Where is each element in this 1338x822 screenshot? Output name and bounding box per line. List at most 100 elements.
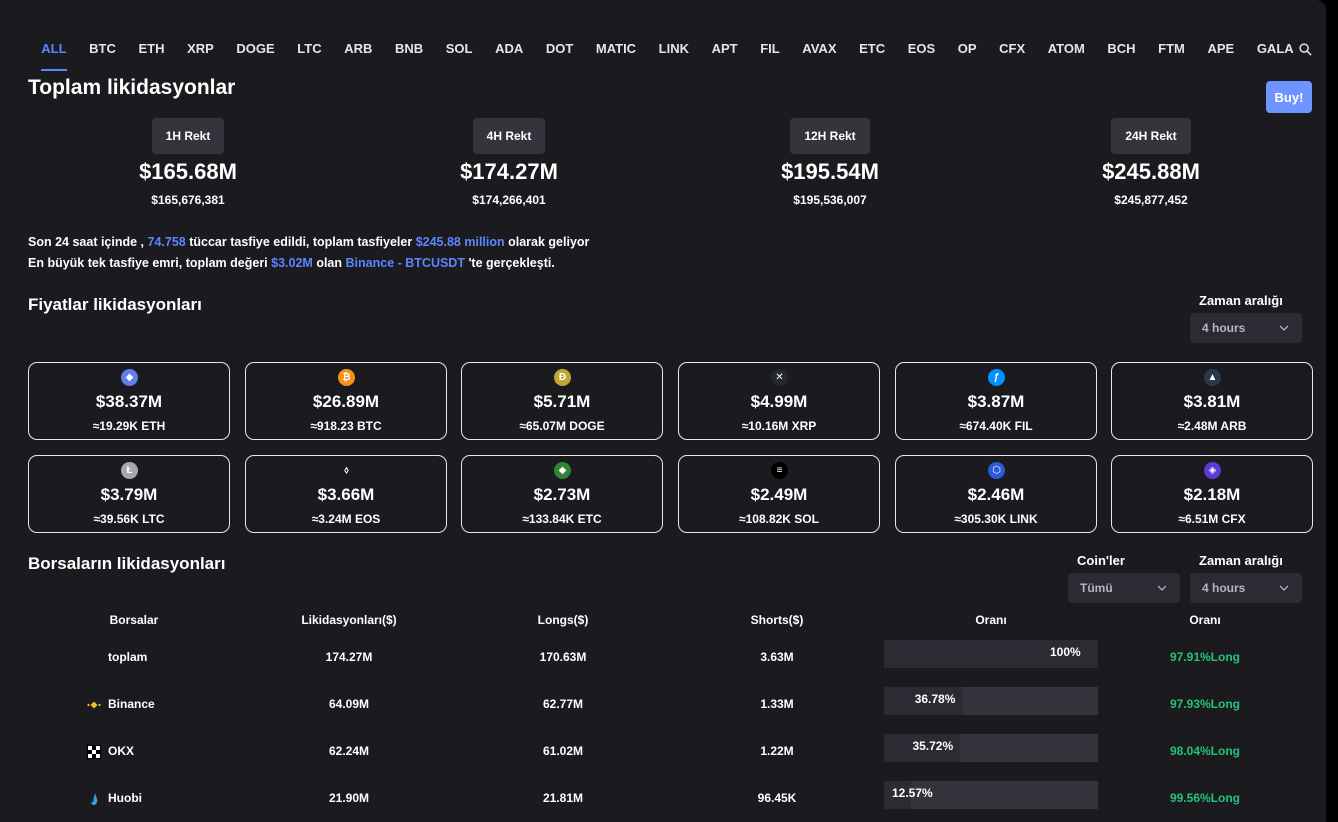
coin-liquidation-value: $26.89M — [312, 392, 380, 411]
share-bar: 36.78% — [884, 687, 1098, 715]
rekt-badge[interactable]: 24H Rekt — [1111, 118, 1191, 154]
tab-etc[interactable]: ETC — [859, 41, 886, 56]
eos-icon: ⬨ — [338, 462, 355, 479]
time-range-label: Zaman aralığı — [1199, 553, 1283, 568]
rekt-24h: 24H Rekt $245.88M $245,877,452 — [1071, 118, 1231, 207]
tab-atom[interactable]: ATOM — [1047, 41, 1085, 56]
coin-liquidation-amount: ≈65.07M DOGE — [519, 419, 605, 433]
tab-eth[interactable]: ETH — [138, 41, 165, 56]
tab-link[interactable]: LINK — [658, 41, 690, 56]
summary-text: olarak geliyor — [508, 235, 590, 249]
coin-card[interactable]: ◆ $2.73M ≈133.84K ETC — [461, 455, 663, 533]
time-range-value: 4 hours — [1202, 581, 1246, 595]
rekt-badge[interactable]: 4H Rekt — [472, 118, 546, 154]
tab-fil[interactable]: FIL — [760, 41, 780, 56]
rekt-badge[interactable]: 12H Rekt — [790, 118, 870, 154]
coins-select[interactable]: Tümü — [1068, 573, 1180, 603]
coin-card[interactable]: Ł $3.79M ≈39.56K LTC — [28, 455, 230, 533]
exchange-name[interactable]: Huobi — [108, 791, 142, 805]
time-range-select[interactable]: 4 hours — [1190, 313, 1302, 343]
long-ratio: 99.56%Long — [1169, 791, 1241, 805]
coin-liquidation-value: $3.79M — [100, 485, 158, 504]
okx-icon — [87, 745, 101, 759]
exchange-name[interactable]: Binance — [108, 697, 155, 711]
tab-apt[interactable]: APT — [711, 41, 738, 56]
exchange-section-title: Borsaların likidasyonları — [28, 554, 226, 573]
coin-card[interactable]: ◈ $2.18M ≈6.51M CFX — [1111, 455, 1313, 533]
xrp-icon: ✕ — [771, 369, 788, 386]
rekt-value: $174.27M — [460, 159, 558, 184]
share-bar-fill — [884, 734, 961, 762]
coin-liquidation-value: $4.99M — [750, 392, 808, 411]
longs-value: 61.02M — [542, 744, 584, 758]
coin-card[interactable]: ⬨ $3.66M ≈3.24M EOS — [245, 455, 447, 533]
coin-card[interactable]: Ð $5.71M ≈65.07M DOGE — [461, 362, 663, 440]
share-percent: 35.72% — [912, 739, 954, 753]
coin-liquidation-value: $2.18M — [1183, 485, 1241, 504]
exchange-name[interactable]: toplam — [108, 650, 148, 664]
largest-order-market[interactable]: Binance - BTCUSDT — [345, 256, 465, 270]
tab-cfx[interactable]: CFX — [999, 41, 1026, 56]
coin-card[interactable]: ✕ $4.99M ≈10.16M XRP — [678, 362, 880, 440]
tab-dot[interactable]: DOT — [545, 41, 574, 56]
tab-doge[interactable]: DOGE — [236, 41, 275, 56]
tab-all[interactable]: ALL — [30, 40, 78, 72]
tab-xrp[interactable]: XRP — [187, 41, 214, 56]
column-header: Borsalar — [109, 613, 159, 627]
tab-gala[interactable]: GALA — [1256, 41, 1294, 56]
long-ratio: 97.93%Long — [1169, 697, 1241, 711]
rekt-12h: 12H Rekt $195.54M $195,536,007 — [750, 118, 910, 207]
tab-bnb[interactable]: BNB — [394, 41, 424, 56]
coin-tabs: ALL BTC ETH XRP DOGE LTC ARB BNB SOL ADA DOT MATIC L… — [30, 40, 1305, 72]
rekt-badge[interactable]: 1H Rekt — [151, 118, 225, 154]
tab-avax[interactable]: AVAX — [802, 41, 837, 56]
tab-op[interactable]: OP — [957, 41, 977, 56]
shorts-value: 3.63M — [760, 650, 794, 664]
liquidation-summary: Son 24 saat içinde , 74.758 tüccar tasfi… — [28, 232, 589, 274]
trader-count: 74.758 — [147, 235, 186, 249]
rekt-exact: $174,266,401 — [472, 193, 546, 207]
coin-liquidation-value: $2.46M — [967, 485, 1025, 504]
buy-button[interactable]: Buy! — [1266, 81, 1312, 113]
column-header: Oranı — [975, 613, 1007, 627]
share-percent: 12.57% — [892, 786, 933, 800]
rekt-exact: $195,536,007 — [793, 193, 867, 207]
tab-matic[interactable]: MATIC — [595, 41, 637, 56]
largest-order-value: $3.02M — [271, 256, 313, 270]
coin-card[interactable]: ƒ $3.87M ≈674.40K FIL — [895, 362, 1097, 440]
coin-liquidation-value: $2.49M — [750, 485, 808, 504]
summary-line-2: En büyük tek tasfiye emri, toplam değeri… — [28, 253, 589, 274]
search-icon[interactable] — [1299, 43, 1312, 56]
tab-ftm[interactable]: FTM — [1158, 41, 1185, 56]
coin-card[interactable]: ₿ $26.89M ≈918.23 BTC — [245, 362, 447, 440]
tab-ltc[interactable]: LTC — [297, 41, 322, 56]
rekt-4h: 4H Rekt $174.27M $174,266,401 — [429, 118, 589, 207]
exchange-name[interactable]: OKX — [108, 744, 135, 758]
tab-ada[interactable]: ADA — [495, 41, 524, 56]
share-bar-fill — [884, 640, 1098, 668]
tab-sol[interactable]: SOL — [445, 41, 473, 56]
tab-eos[interactable]: EOS — [907, 41, 936, 56]
coin-liquidation-amount: ≈10.16M XRP — [741, 419, 817, 433]
coin-liquidation-amount: ≈6.51M CFX — [1178, 512, 1246, 526]
liquidation-value: 64.09M — [328, 697, 370, 711]
coin-card[interactable]: ▲ $3.81M ≈2.48M ARB — [1111, 362, 1313, 440]
coin-card[interactable]: ◆ $38.37M ≈19.29K ETH — [28, 362, 230, 440]
fil-icon: ƒ — [988, 369, 1005, 386]
cfx-icon: ◈ — [1204, 462, 1221, 479]
summary-text: 'te gerçekleşti. — [468, 256, 555, 270]
sol-icon: ≡ — [771, 462, 788, 479]
page-title: Toplam likidasyonlar — [28, 76, 236, 99]
coin-card[interactable]: ⬡ $2.46M ≈305.30K LINK — [895, 455, 1097, 533]
share-bar-fill — [884, 781, 911, 809]
column-header: Shorts($) — [750, 613, 804, 627]
price-section-title: Fiyatlar likidasyonları — [28, 295, 202, 314]
chevron-down-icon — [1280, 585, 1288, 591]
time-range-select[interactable]: 4 hours — [1190, 573, 1302, 603]
tab-arb[interactable]: ARB — [344, 41, 373, 56]
arb-icon: ▲ — [1204, 369, 1221, 386]
tab-ape[interactable]: APE — [1207, 41, 1235, 56]
tab-bch[interactable]: BCH — [1107, 41, 1136, 56]
tab-btc[interactable]: BTC — [89, 41, 116, 56]
coin-card[interactable]: ≡ $2.49M ≈108.82K SOL — [678, 455, 880, 533]
